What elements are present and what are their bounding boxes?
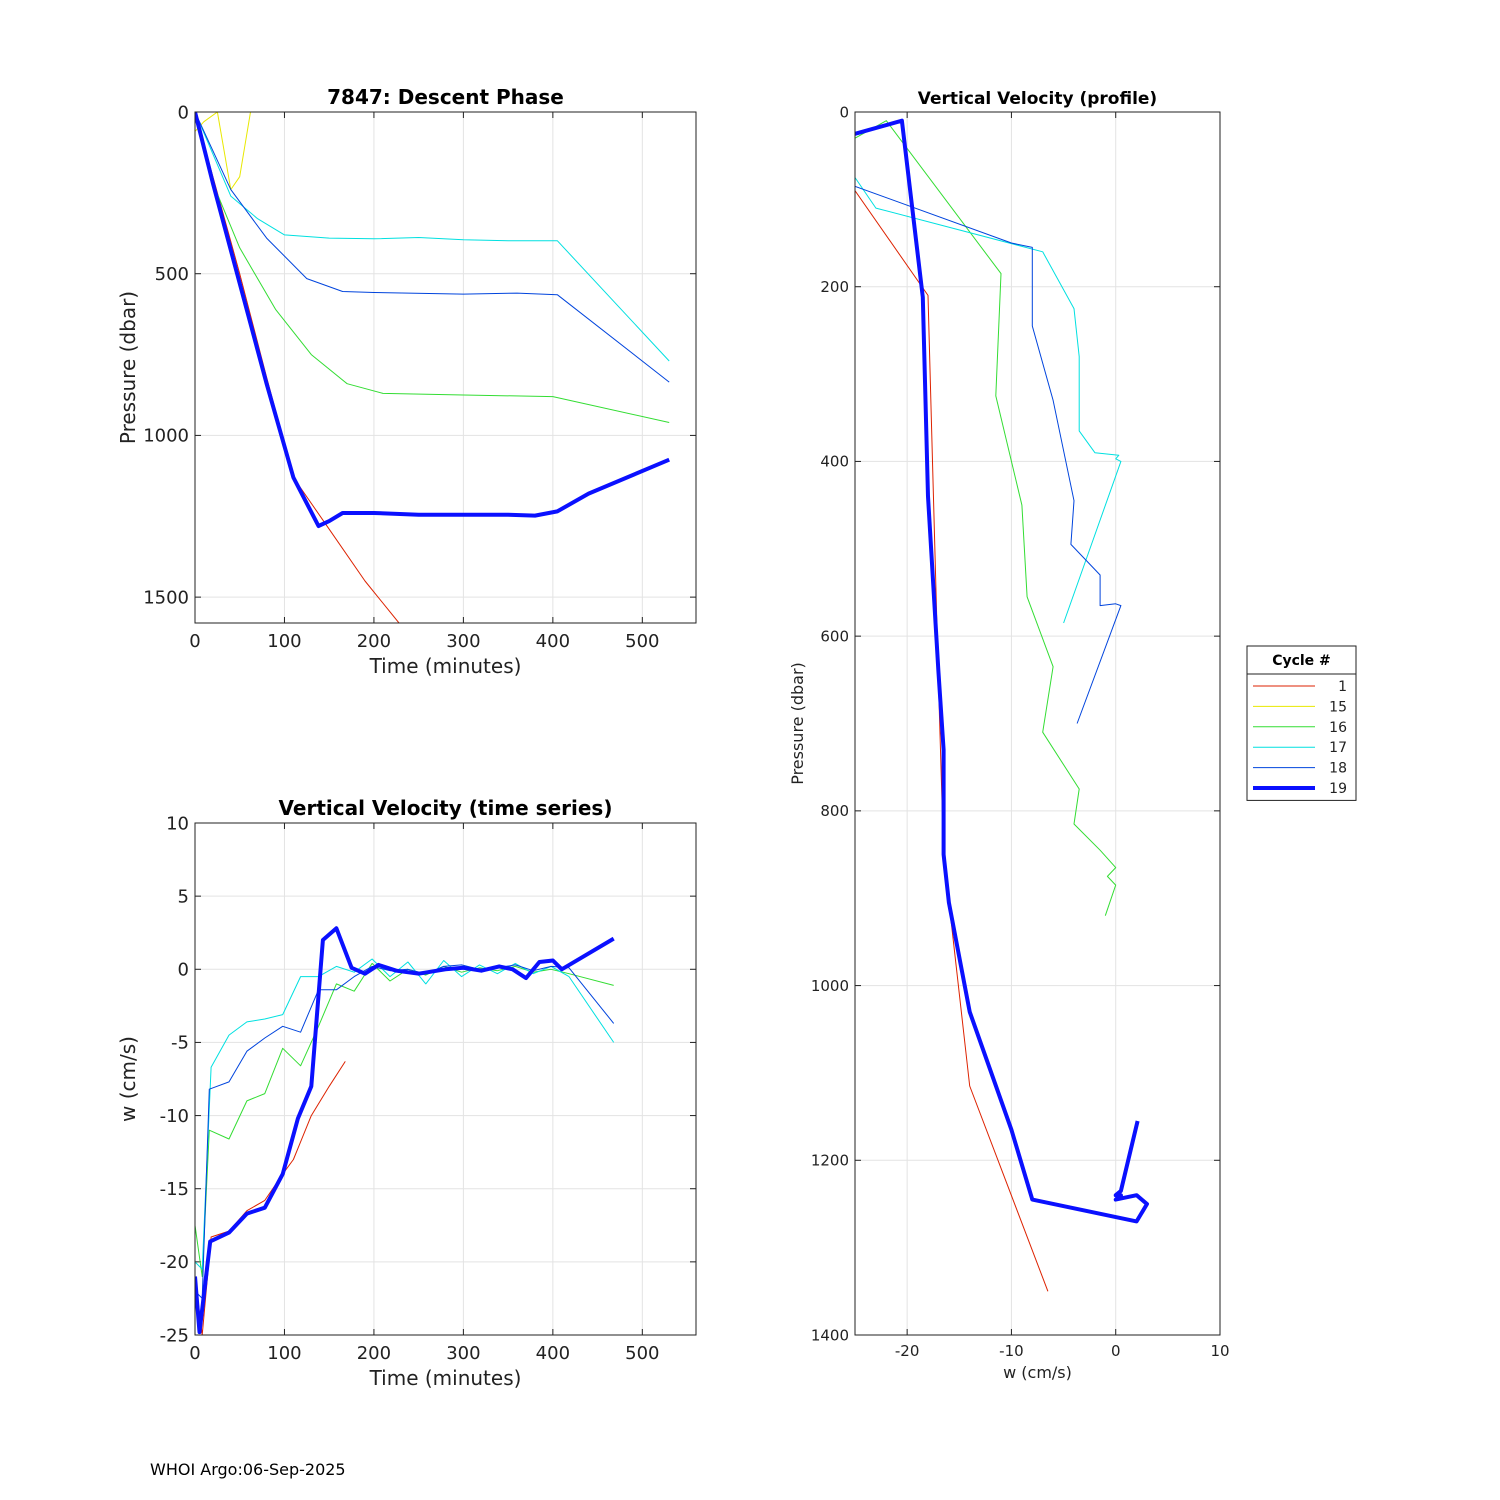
x-tick-label: 400 — [536, 1343, 570, 1364]
series-group — [195, 926, 615, 1335]
legend-title: Cycle # — [1272, 653, 1331, 669]
series-line-cycle-18 — [195, 112, 670, 383]
chart-title: Vertical Velocity (time series) — [279, 796, 613, 820]
y-tick-label: 1400 — [811, 1326, 849, 1344]
x-tick-label: 0 — [189, 1343, 200, 1364]
legend-label-cycle-1: 1 — [1338, 679, 1347, 695]
y-tick-label: -15 — [160, 1179, 189, 1200]
y-tick-label: 10 — [166, 813, 189, 834]
y-tick-label: 0 — [178, 960, 189, 981]
legend-label-cycle-19: 19 — [1329, 781, 1347, 797]
y-tick-label: 5 — [178, 886, 189, 907]
x-tick-label: 100 — [267, 631, 301, 652]
legend: Cycle # 1 15 16 17 18 19 — [1246, 645, 1357, 801]
chart-vv_time: 0 100 200 300 400 500 10 5 0 -5 -10 -15 -20 -25 Vertic… — [116, 796, 697, 1390]
x-tick-label: 0 — [1111, 1342, 1121, 1360]
y-tick-label: 600 — [820, 627, 849, 645]
series-line-cycle-19 — [195, 112, 670, 528]
y-tick-label: 0 — [839, 103, 849, 121]
y-tick-label: 1000 — [811, 977, 849, 995]
y-tick-label: 400 — [820, 453, 849, 471]
plot-frame — [854, 111, 1221, 1336]
chart-descent: 0 100 200 300 400 500 0 500 1000 1500 7847: Descen… — [116, 85, 697, 678]
y-tick-label: -20 — [160, 1252, 189, 1273]
y-tick-label: -10 — [160, 1106, 189, 1127]
y-axis-label: w (cm/s) — [116, 1036, 140, 1122]
series-group — [195, 112, 670, 623]
x-tick-label: 500 — [625, 631, 659, 652]
series-line-cycle-17 — [855, 177, 1122, 624]
series-line-cycle-18 — [195, 964, 615, 1299]
x-axis-label: w (cm/s) — [1003, 1363, 1072, 1382]
legend-box — [1246, 645, 1357, 801]
x-tick-label: 400 — [536, 631, 570, 652]
plot-area — [855, 112, 1220, 1335]
x-tick-label: 200 — [357, 631, 391, 652]
plot-area — [195, 823, 696, 1335]
chart-title: Vertical Velocity (profile) — [918, 89, 1157, 109]
x-tick-label: -20 — [895, 1342, 920, 1360]
x-tick-label: 10 — [1210, 1342, 1229, 1360]
y-axis-label: Pressure (dbar) — [116, 291, 140, 444]
y-tick-label: 1000 — [143, 426, 189, 447]
chart-vv_profile: -20 -10 0 100200400600800100012001400Vertic… — [788, 89, 1230, 1382]
plot-frame — [194, 822, 697, 1336]
footer-text: WHOI Argo:06-Sep-2025 — [150, 1460, 346, 1479]
x-tick-label: 500 — [625, 1343, 659, 1364]
series-line-cycle-16 — [195, 962, 614, 1277]
legend-label-cycle-18: 18 — [1329, 761, 1347, 777]
y-tick-label: 800 — [820, 802, 849, 820]
legend-label-cycle-15: 15 — [1329, 699, 1347, 715]
y-tick-label: -25 — [160, 1325, 189, 1346]
y-tick-label: 1500 — [143, 587, 189, 608]
x-tick-label: -10 — [999, 1342, 1024, 1360]
series-line-cycle-16 — [195, 112, 670, 423]
y-tick-label: 500 — [155, 264, 189, 285]
plot-frame — [194, 111, 697, 624]
x-tick-label: 100 — [267, 1343, 301, 1364]
x-tick-label: 300 — [446, 1343, 480, 1364]
x-tick-label: 0 — [189, 631, 200, 652]
x-tick-label: 300 — [446, 631, 480, 652]
x-axis-label: Time (minutes) — [369, 654, 522, 678]
y-tick-label: 200 — [820, 278, 849, 296]
x-tick-label: 200 — [357, 1343, 391, 1364]
series-line-cycle-17 — [195, 112, 670, 362]
series-line-cycle-15 — [195, 112, 625, 191]
y-tick-label: 0 — [178, 102, 189, 123]
legend-label-cycle-17: 17 — [1329, 740, 1347, 756]
y-tick-label: 1200 — [811, 1152, 849, 1170]
series-group — [855, 118, 1149, 1292]
x-axis-label: Time (minutes) — [369, 1366, 522, 1390]
y-tick-label: -5 — [171, 1033, 189, 1054]
y-axis-label: Pressure (dbar) — [788, 662, 807, 785]
plot-area — [195, 112, 696, 623]
series-line-cycle-16 — [855, 120, 1117, 916]
series-line-cycle-19 — [855, 118, 1149, 1224]
series-line-cycle-19 — [195, 926, 615, 1335]
chart-title: 7847: Descent Phase — [327, 85, 564, 109]
legend-label-cycle-16: 16 — [1329, 720, 1347, 736]
series-line-cycle-18 — [855, 185, 1122, 724]
